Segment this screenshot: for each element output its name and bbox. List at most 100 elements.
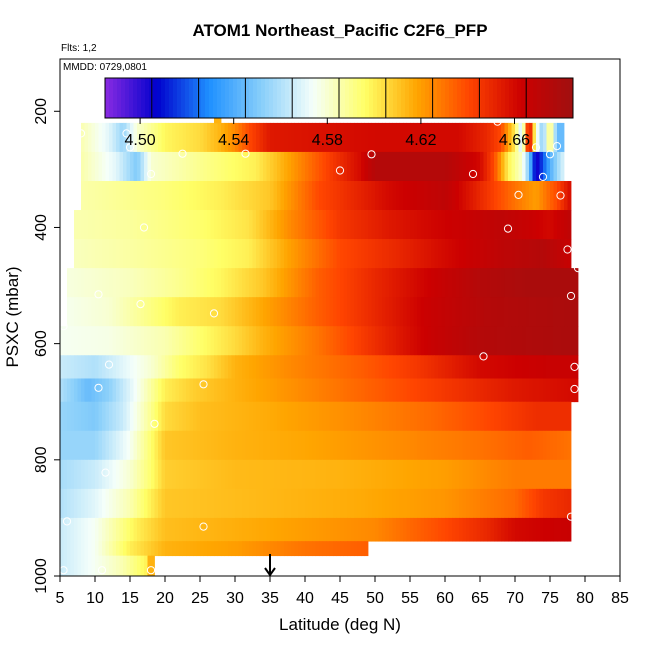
heatmap-cell [224,355,229,379]
heatmap-cell [105,122,110,153]
heatmap-cell [221,122,225,153]
heatmap-cell [361,268,365,298]
heatmap-cell [406,459,411,490]
heatmap-cell [305,430,309,461]
heatmap-cell [277,151,281,182]
colorbar-segment [161,78,166,118]
heatmap-cell [231,541,236,557]
heatmap-cell [252,517,257,542]
heatmap-cell [60,459,64,490]
sample-point [139,223,149,232]
heatmap-cell [165,151,169,182]
heatmap-cell [466,378,470,403]
heatmap-cell [214,401,218,432]
heatmap-cell [63,378,68,403]
colorbar-segment [413,78,418,118]
heatmap-cell [385,210,390,240]
heatmap-cell [399,122,404,153]
heatmap-cell [508,151,512,182]
heatmap-cell [74,401,78,432]
heatmap-cell [410,488,414,519]
sample-point [538,172,548,181]
heatmap-cell [403,401,407,432]
heatmap-cell [105,151,110,182]
heatmap-cell [151,401,155,432]
heatmap-cell [242,459,246,490]
heatmap-cell [112,268,117,298]
heatmap-cell [231,401,236,432]
heatmap-cell [336,459,341,490]
heatmap-cell [235,268,239,298]
heatmap-cell [123,488,127,519]
heatmap-cell [315,268,320,298]
heatmap-cell [501,430,505,461]
heatmap-cell [193,180,197,211]
heatmap-cell [238,488,243,519]
heatmap-cell [137,541,141,557]
heatmap-cell [123,268,127,298]
heatmap-cell [88,488,92,519]
heatmap-cell [284,210,288,240]
heatmap-cell [88,326,92,356]
heatmap-cell [294,488,299,519]
heatmap-cell [95,210,99,240]
colorbar-segment [549,78,554,118]
heatmap-cell [357,239,362,269]
heatmap-cell [168,459,173,490]
heatmap-cell [287,122,292,153]
heatmap-cell [126,541,131,557]
heatmap-cell [322,210,327,240]
heatmap-cell [515,488,519,519]
heatmap-cell [308,401,313,432]
heatmap-cell [77,401,82,432]
heatmap-cell [154,541,159,557]
heatmap-cell [84,180,89,211]
heatmap-cell [399,517,404,542]
heatmap-cell [189,355,194,379]
heatmap-cell [452,210,456,240]
heatmap-cell [161,355,166,379]
heatmap-cell [70,401,75,432]
heatmap-cell [172,297,176,327]
colorbar-segment [273,78,278,118]
heatmap-cell [305,239,309,269]
colorbar-segment [385,78,390,118]
heatmap-cell [158,488,162,519]
heatmap-cell [77,517,82,542]
heatmap-cell [270,378,274,403]
heatmap-cell [438,326,442,356]
heatmap-cell [301,378,306,403]
heatmap-cell [158,517,162,542]
heatmap-cell [287,488,292,519]
colorbar-segment [493,78,498,118]
heatmap-cell [515,210,519,240]
heatmap-cell [564,180,568,211]
heatmap-cell [441,430,446,461]
heatmap-cell [378,517,383,542]
heatmap-cell [298,268,302,298]
heatmap-cell [511,122,516,153]
heatmap-cell [392,326,397,356]
x-tick-label: 25 [191,590,209,607]
heatmap-cell [490,517,495,542]
heatmap-cell [504,459,509,490]
heatmap-cell [203,378,208,403]
heatmap-cell [571,326,575,356]
heatmap-cell [238,151,243,182]
heatmap-cell [326,430,330,461]
x-tick-label: 85 [611,590,629,607]
heatmap-cell [403,378,407,403]
heatmap-cell [60,378,64,403]
heatmap-cell [424,517,428,542]
heatmap-cell [249,122,253,153]
heatmap-cell [249,239,253,269]
heatmap-cell [126,459,131,490]
heatmap-cell [385,459,390,490]
heatmap-cell [193,488,197,519]
heatmap-cell [70,541,75,557]
heatmap-cell [532,517,537,542]
heatmap-cell [200,459,204,490]
heatmap-cell [102,541,106,557]
heatmap-cell [518,378,523,403]
heatmap-cell [455,459,460,490]
